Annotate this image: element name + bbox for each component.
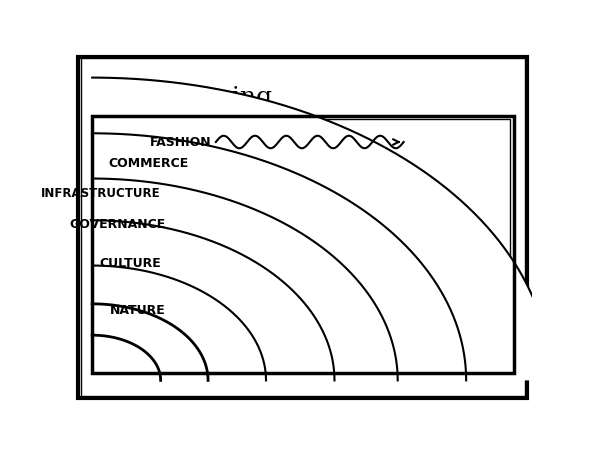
Text: Pace Layering: Pace Layering: [92, 85, 272, 108]
Bar: [92, 117, 514, 373]
Bar: [92, 117, 514, 373]
Text: COMMERCE: COMMERCE: [108, 157, 189, 170]
FancyBboxPatch shape: [79, 58, 527, 398]
Bar: [96, 120, 509, 368]
Text: CULTURE: CULTURE: [99, 256, 161, 269]
Bar: [96, 120, 510, 370]
Text: NATURE: NATURE: [110, 303, 165, 316]
Polygon shape: [92, 304, 208, 381]
Polygon shape: [92, 179, 398, 381]
Polygon shape: [92, 266, 266, 381]
Polygon shape: [92, 78, 550, 381]
Polygon shape: [92, 134, 466, 381]
Text: FASHION: FASHION: [150, 136, 212, 149]
Text: INFRASTRUCTURE: INFRASTRUCTURE: [41, 187, 161, 199]
Text: GOVERNANCE: GOVERNANCE: [69, 218, 165, 231]
Polygon shape: [92, 336, 161, 381]
Polygon shape: [92, 221, 335, 381]
FancyBboxPatch shape: [81, 60, 525, 396]
